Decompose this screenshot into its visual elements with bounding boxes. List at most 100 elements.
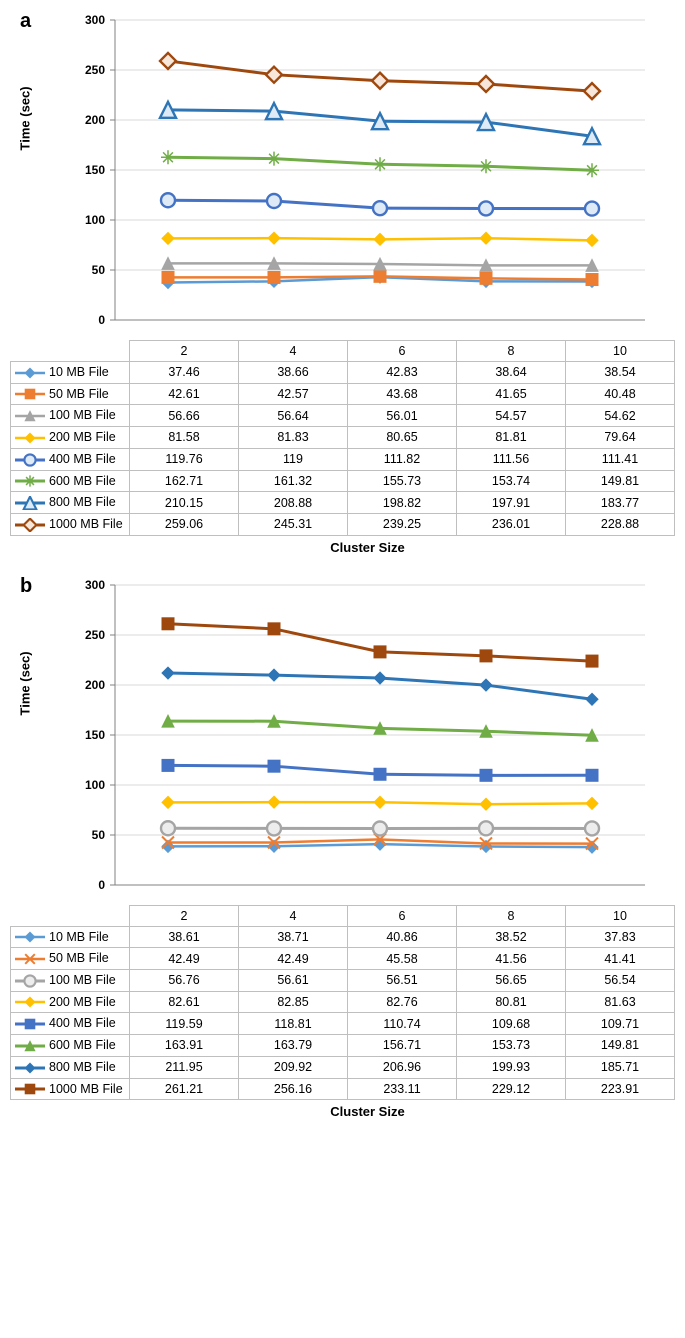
data-cell: 199.93 [457, 1056, 566, 1078]
data-cell: 118.81 [239, 1013, 348, 1035]
table-row: 400 MB File119.59118.81110.74109.68109.7… [11, 1013, 675, 1035]
legend-marker-icon [15, 431, 45, 445]
series-marker [266, 67, 282, 83]
series-marker [586, 274, 598, 286]
series-marker [373, 157, 387, 171]
legend-label: 600 MB File [49, 1038, 116, 1052]
series-marker [480, 272, 492, 284]
series-marker [586, 797, 598, 809]
y-tick-label: 100 [85, 213, 105, 227]
legend-cell: 1000 MB File [11, 513, 130, 535]
column-header: 6 [348, 905, 457, 926]
data-table: 24681010 MB File37.4638.6642.8338.6438.5… [10, 340, 675, 536]
data-cell: 239.25 [348, 513, 457, 535]
panel-b: bTime (sec)05010015020025030024681010 MB… [10, 575, 675, 1120]
column-header: 4 [239, 341, 348, 362]
data-cell: 153.73 [457, 1035, 566, 1057]
data-table: 24681010 MB File38.6138.7140.8638.5237.8… [10, 905, 675, 1101]
series-marker [480, 769, 492, 781]
data-cell: 223.91 [566, 1078, 675, 1100]
data-cell: 111.82 [348, 448, 457, 470]
legend-label: 400 MB File [49, 452, 116, 466]
table-row: 800 MB File210.15208.88198.82197.91183.7… [11, 492, 675, 514]
data-cell: 56.61 [239, 970, 348, 992]
data-cell: 56.65 [457, 970, 566, 992]
x-axis-label: Cluster Size [60, 540, 675, 555]
series-marker [162, 232, 174, 244]
data-cell: 56.76 [130, 970, 239, 992]
legend-cell: 200 MB File [11, 991, 130, 1013]
data-cell: 163.91 [130, 1035, 239, 1057]
series-marker [586, 693, 598, 705]
series-marker [480, 650, 492, 662]
table-row: 50 MB File42.6142.5743.6841.6540.48 [11, 383, 675, 405]
data-cell: 109.71 [566, 1013, 675, 1035]
table-row: 100 MB File56.6656.6456.0154.5754.62 [11, 405, 675, 427]
legend-label: 100 MB File [49, 973, 116, 987]
table-row: 200 MB File81.5881.8380.6581.8179.64 [11, 427, 675, 449]
legend-marker-icon [15, 1039, 45, 1053]
legend-marker-icon [15, 930, 45, 944]
y-tick-label: 0 [98, 313, 105, 327]
series-marker [162, 796, 174, 808]
table-row: 10 MB File37.4638.6642.8338.6438.54 [11, 362, 675, 384]
data-cell: 81.83 [239, 427, 348, 449]
series-marker [372, 73, 388, 89]
series-marker [268, 271, 280, 283]
series-marker [480, 798, 492, 810]
legend-cell: 50 MB File [11, 383, 130, 405]
data-cell: 119 [239, 448, 348, 470]
data-cell: 245.31 [239, 513, 348, 535]
legend-cell: 1000 MB File [11, 1078, 130, 1100]
series-marker [162, 759, 174, 771]
series-marker [267, 821, 281, 835]
data-cell: 56.64 [239, 405, 348, 427]
legend-label: 400 MB File [49, 1016, 116, 1030]
y-tick-label: 300 [85, 578, 105, 592]
series-marker [373, 201, 387, 215]
data-cell: 119.59 [130, 1013, 239, 1035]
line-chart: 050100150200250300 [60, 575, 660, 905]
legend-marker-icon [15, 1017, 45, 1031]
legend-marker-icon [15, 387, 45, 401]
data-cell: 259.06 [130, 513, 239, 535]
chart-container: Time (sec)050100150200250300 [60, 10, 675, 340]
series-marker [584, 83, 600, 99]
series-marker [268, 796, 280, 808]
series-marker [161, 821, 175, 835]
legend-label: 200 MB File [49, 995, 116, 1009]
series-marker [160, 53, 176, 69]
data-cell: 37.83 [566, 926, 675, 948]
legend-cell: 800 MB File [11, 492, 130, 514]
legend-spacer [11, 341, 130, 362]
legend-label: 800 MB File [49, 495, 116, 509]
data-cell: 80.81 [457, 991, 566, 1013]
y-tick-label: 150 [85, 163, 105, 177]
column-header: 2 [130, 341, 239, 362]
legend-label: 200 MB File [49, 430, 116, 444]
data-cell: 82.76 [348, 991, 457, 1013]
series-marker [585, 202, 599, 216]
data-cell: 38.66 [239, 362, 348, 384]
legend-marker-icon [15, 453, 45, 467]
data-cell: 38.54 [566, 362, 675, 384]
data-cell: 56.54 [566, 970, 675, 992]
data-cell: 56.01 [348, 405, 457, 427]
series-marker [161, 193, 175, 207]
y-tick-label: 200 [85, 113, 105, 127]
data-cell: 38.61 [130, 926, 239, 948]
table-row: 600 MB File162.71161.32155.73153.74149.8… [11, 470, 675, 492]
series-marker [586, 234, 598, 246]
data-cell: 45.58 [348, 948, 457, 970]
series-marker [267, 152, 281, 166]
legend-label: 50 MB File [49, 387, 109, 401]
series-marker [479, 159, 493, 173]
series-marker [268, 760, 280, 772]
column-header: 4 [239, 905, 348, 926]
data-cell: 211.95 [130, 1056, 239, 1078]
legend-marker-icon [15, 952, 45, 966]
y-tick-label: 150 [85, 728, 105, 742]
data-cell: 156.71 [348, 1035, 457, 1057]
data-cell: 54.62 [566, 405, 675, 427]
data-cell: 37.46 [130, 362, 239, 384]
